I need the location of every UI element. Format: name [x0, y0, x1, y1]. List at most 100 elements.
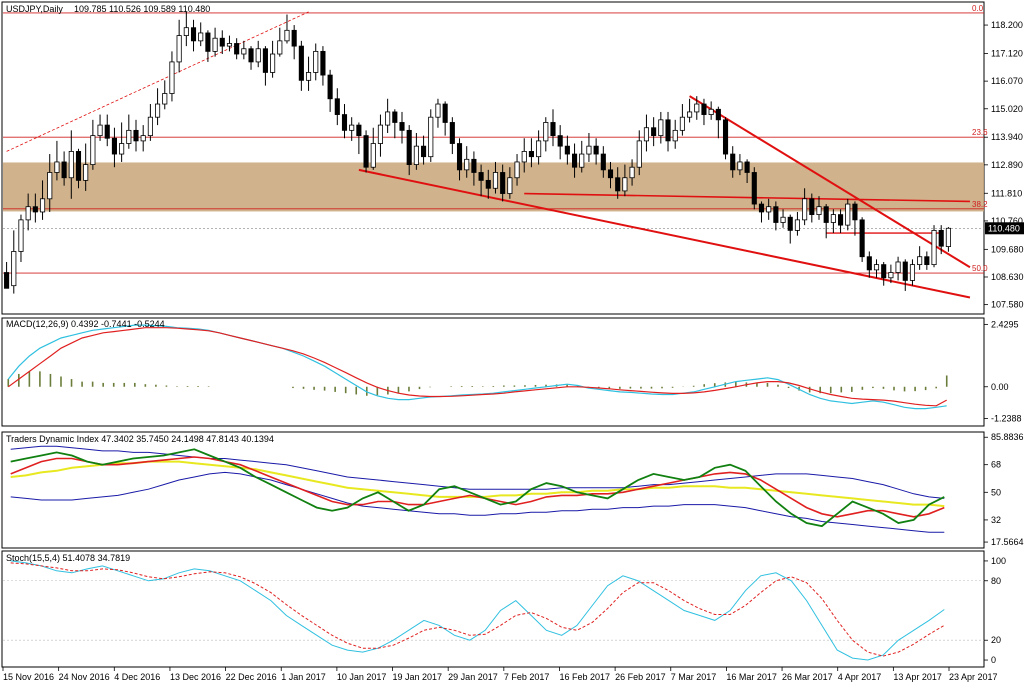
candle-body [564, 145, 570, 155]
candle-body [823, 206, 829, 223]
candle [248, 46, 254, 70]
candle [241, 40, 247, 60]
candle-body [32, 206, 38, 213]
candle [4, 261, 10, 289]
candle [421, 135, 427, 165]
candle-body [744, 161, 750, 173]
candle-body [715, 108, 721, 121]
candle-body [356, 124, 362, 137]
candle-body [385, 111, 391, 126]
candle-body [780, 216, 786, 223]
candle-body [406, 129, 412, 165]
candle [183, 11, 189, 47]
candle [413, 132, 419, 170]
candle-body [75, 151, 82, 181]
candle-body [428, 116, 434, 158]
candle-body [449, 122, 455, 144]
date-tick-label: 4 Apr 2017 [838, 672, 882, 682]
candle [579, 140, 585, 173]
candle-body [593, 145, 599, 155]
candle [464, 146, 470, 178]
candle-body [68, 151, 74, 179]
candle-body [442, 103, 448, 123]
candle-body [845, 203, 851, 226]
candle [478, 164, 484, 197]
candle-body [320, 50, 326, 76]
candle [471, 151, 477, 186]
date-tick-label: 7 Mar 2017 [671, 672, 717, 682]
candle [838, 209, 844, 234]
candle [593, 138, 599, 165]
candle-body [888, 272, 894, 279]
candle [456, 138, 463, 181]
candle-body [658, 119, 664, 137]
candle [708, 101, 714, 120]
candle-body [377, 124, 384, 144]
candle-body [363, 135, 369, 168]
candle [327, 69, 333, 112]
candle [909, 259, 916, 286]
candle [111, 127, 117, 168]
candle-body [938, 229, 944, 247]
candle [47, 154, 53, 212]
candle [320, 46, 326, 86]
candle [672, 119, 678, 149]
candle-body [61, 161, 67, 179]
fib-level-label: 38.2 [972, 200, 988, 209]
candle-body [104, 124, 110, 139]
candle-body [492, 172, 499, 189]
candle-body [212, 37, 218, 52]
candle [751, 167, 757, 210]
date-tick-label: 24 Nov 2016 [59, 672, 110, 682]
candle-body [54, 161, 60, 173]
support-line [524, 192, 970, 203]
candle-body [615, 177, 621, 192]
candle-body [111, 137, 117, 155]
candle [492, 161, 499, 194]
candle [83, 143, 89, 191]
candle [780, 209, 786, 228]
candle [262, 46, 268, 86]
candle [881, 261, 887, 286]
candle [888, 264, 894, 284]
candle [715, 106, 721, 139]
candle [399, 111, 405, 144]
candle [701, 98, 707, 126]
candle-body [277, 40, 283, 55]
candle-body [924, 256, 930, 266]
candle-body [162, 93, 168, 105]
candle-body [866, 256, 872, 271]
candle-body [722, 119, 729, 155]
tdi-tick-label: 85.8836 [991, 432, 1024, 442]
date-tick-label: 13 Apr 2017 [893, 672, 942, 682]
candle-body [838, 214, 844, 226]
candle-body [665, 119, 671, 142]
candle [600, 146, 606, 178]
candle-body [873, 264, 880, 271]
price-tick-label: 117.120 [991, 48, 1023, 58]
tdi-panel: Traders Dynamic Index 47.3402 35.7450 24… [1, 431, 1024, 549]
candle-body [931, 229, 937, 266]
candle-body [11, 251, 17, 287]
candle [694, 96, 700, 120]
fib-level-label: 0.0 [972, 4, 984, 13]
candle-body [133, 129, 139, 142]
tdi-tick-label: 32 [991, 515, 1001, 525]
candle [90, 119, 96, 170]
candle [255, 40, 261, 68]
candle-body [234, 43, 240, 55]
candle-body [262, 48, 268, 73]
candle [385, 98, 391, 133]
candle [536, 130, 542, 165]
candle [155, 88, 161, 126]
candle [809, 193, 815, 223]
candle [557, 125, 563, 160]
candle [61, 151, 67, 186]
candle-body [773, 206, 779, 223]
candle [629, 159, 635, 186]
candle-body [622, 177, 628, 192]
candle [234, 38, 240, 60]
candle [270, 40, 276, 78]
candle [665, 111, 671, 152]
candle [744, 159, 750, 184]
